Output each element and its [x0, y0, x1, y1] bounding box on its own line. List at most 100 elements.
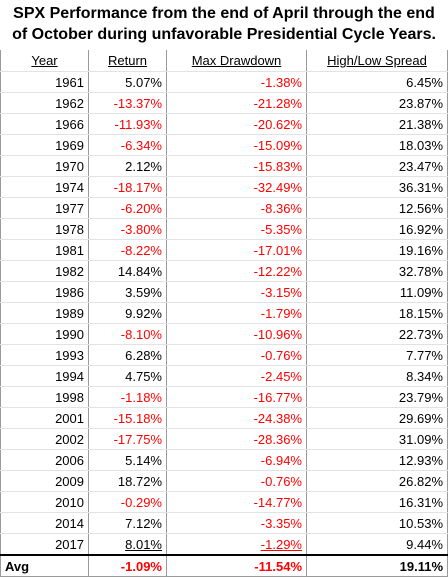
cell-year: Avg: [0, 554, 89, 577]
cell-text: 1970: [55, 158, 84, 174]
cell-text: -20.62%: [253, 116, 302, 132]
cell-return: -1.09%: [88, 554, 167, 577]
cell-year: 2017: [0, 533, 89, 556]
cell-text: 23.79%: [398, 389, 443, 405]
cell-high-low-spread: 18.03%: [306, 134, 448, 156]
cell-year: 1982: [0, 260, 89, 282]
table-row: 1969 -6.34% -15.09% 18.03%: [0, 134, 448, 156]
cell-return: -6.20%: [88, 197, 167, 219]
cell-text: -24.38%: [253, 410, 302, 426]
cell-year: 1969: [0, 134, 89, 156]
cell-max-drawdown: -28.36%: [166, 428, 307, 450]
cell-year: Year: [0, 50, 89, 72]
cell-max-drawdown: -0.76%: [166, 344, 307, 366]
cell-year: 1974: [0, 176, 89, 198]
cell-high-low-spread: 19.16%: [306, 239, 448, 261]
table-row: Year Return Max Drawdown High/Low Spread: [0, 50, 448, 72]
cell-year: 1998: [0, 386, 89, 408]
cell-text: 32.78%: [398, 263, 443, 279]
cell-high-low-spread: 16.92%: [306, 218, 448, 240]
cell-text: -13.37%: [113, 95, 162, 111]
cell-year: 2001: [0, 407, 89, 429]
table-row: 1981 -8.22% -17.01% 19.16%: [0, 239, 448, 261]
cell-return: -18.17%: [88, 176, 167, 198]
cell-return: 7.12%: [88, 512, 167, 534]
cell-max-drawdown: -8.36%: [166, 197, 307, 219]
cell-text: Year: [31, 53, 58, 68]
cell-text: 2002: [55, 431, 84, 447]
cell-text: 1977: [55, 200, 84, 216]
cell-text: -3.35%: [260, 515, 302, 531]
cell-high-low-spread: 8.34%: [306, 365, 448, 387]
cell-max-drawdown: -32.49%: [166, 176, 307, 198]
cell-high-low-spread: 12.56%: [306, 197, 448, 219]
cell-max-drawdown: -1.79%: [166, 302, 307, 324]
cell-high-low-spread: 26.82%: [306, 470, 448, 492]
cell-return: -13.37%: [88, 92, 167, 114]
cell-text: -11.93%: [114, 116, 162, 132]
cell-max-drawdown: -5.35%: [166, 218, 307, 240]
table-row: 1982 14.84% -12.22% 32.78%: [0, 260, 448, 282]
cell-max-drawdown: -24.38%: [166, 407, 307, 429]
cell-text: 29.69%: [398, 410, 443, 426]
cell-high-low-spread: 11.09%: [306, 281, 448, 303]
page: SPX Performance from the end of April th…: [0, 5, 448, 577]
cell-return: -15.18%: [88, 407, 167, 429]
cell-return: -17.75%: [88, 428, 167, 450]
cell-text: 1998: [55, 389, 84, 405]
cell-text: 21.38%: [398, 116, 443, 132]
table-row: 1970 2.12% -15.83% 23.47%: [0, 155, 448, 177]
title: SPX Performance from the end of April th…: [12, 5, 436, 43]
table-row: 2010 -0.29% -14.77% 16.31%: [0, 491, 448, 513]
cell-text: Avg: [5, 558, 30, 574]
cell-return: -8.10%: [88, 323, 167, 345]
cell-text: 23.47%: [398, 158, 443, 174]
cell-year: 2014: [0, 512, 89, 534]
cell-max-drawdown: -10.96%: [166, 323, 307, 345]
cell-return: 8.01%: [88, 533, 167, 556]
cell-text: 1986: [55, 284, 84, 300]
table-row: 1993 6.28% -0.76% 7.77%: [0, 344, 448, 366]
cell-text: -2.45%: [260, 368, 302, 384]
cell-return: -8.22%: [88, 239, 167, 261]
cell-text: 1990: [55, 326, 84, 342]
cell-text: -6.94%: [260, 452, 302, 468]
table-row: 1990 -8.10% -10.96% 22.73%: [0, 323, 448, 345]
table-row: 1978 -3.80% -5.35% 16.92%: [0, 218, 448, 240]
cell-high-low-spread: 16.31%: [306, 491, 448, 513]
cell-return: 9.92%: [88, 302, 167, 324]
cell-text: -10.96%: [253, 326, 302, 342]
cell-text: 23.87%: [398, 95, 443, 111]
cell-high-low-spread: 6.45%: [306, 71, 448, 93]
cell-year: 1989: [0, 302, 89, 324]
cell-text: 12.56%: [398, 200, 443, 216]
cell-year: 1986: [0, 281, 89, 303]
cell-text: -1.79%: [260, 305, 302, 321]
cell-text: 19.16%: [398, 242, 443, 258]
cell-text: High/Low Spread: [327, 53, 427, 68]
cell-text: 1989: [55, 305, 84, 321]
cell-text: 8.34%: [406, 368, 443, 384]
cell-high-low-spread: 7.77%: [306, 344, 448, 366]
cell-text: 1961: [55, 74, 84, 90]
cell-text: 9.44%: [406, 536, 443, 552]
cell-text: -12.22%: [253, 263, 302, 279]
cell-text: 2010: [55, 494, 84, 510]
cell-high-low-spread: High/Low Spread: [306, 50, 448, 72]
performance-table: Year Return Max Drawdown High/Low Spread 196…: [0, 50, 448, 577]
cell-text: 1981: [55, 242, 84, 258]
cell-max-drawdown: -15.09%: [166, 134, 307, 156]
cell-text: 1962: [55, 95, 84, 111]
cell-high-low-spread: 32.78%: [306, 260, 448, 282]
cell-text: 18.03%: [398, 137, 443, 153]
cell-text: -1.38%: [260, 74, 302, 90]
cell-return: 3.59%: [88, 281, 167, 303]
table-row: 1962 -13.37% -21.28% 23.87%: [0, 92, 448, 114]
table-row: 2002 -17.75% -28.36% 31.09%: [0, 428, 448, 450]
cell-return: -3.80%: [88, 218, 167, 240]
cell-year: 1962: [0, 92, 89, 114]
cell-text: 1974: [55, 179, 84, 195]
cell-text: 5.07%: [125, 74, 162, 90]
cell-text: -0.29%: [120, 494, 162, 510]
cell-year: 1961: [0, 71, 89, 93]
